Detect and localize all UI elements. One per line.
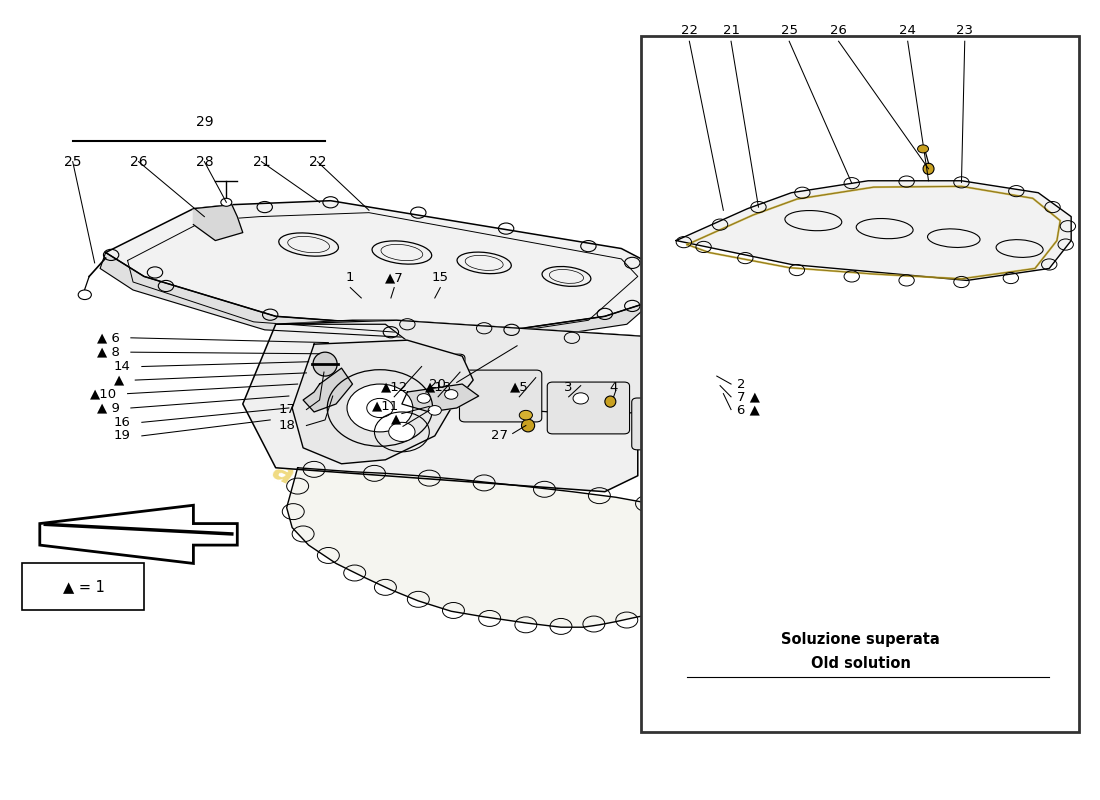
- Text: 3: 3: [564, 381, 573, 394]
- Polygon shape: [682, 340, 759, 436]
- Circle shape: [444, 390, 458, 399]
- Circle shape: [917, 145, 928, 153]
- Text: ▲12: ▲12: [381, 381, 408, 394]
- Text: 15: 15: [432, 271, 449, 285]
- Text: 17: 17: [278, 403, 296, 416]
- Text: 19: 19: [114, 430, 131, 442]
- Text: 21: 21: [253, 155, 271, 170]
- Text: 16: 16: [114, 416, 131, 429]
- Circle shape: [725, 374, 738, 383]
- Text: Old solution: Old solution: [811, 655, 911, 670]
- Text: 26: 26: [130, 155, 147, 170]
- Polygon shape: [287, 468, 754, 627]
- Circle shape: [428, 406, 441, 415]
- Text: ▲ = 1: ▲ = 1: [63, 579, 104, 594]
- Text: 4: 4: [609, 381, 618, 394]
- Polygon shape: [106, 201, 660, 332]
- Circle shape: [221, 198, 232, 206]
- Circle shape: [78, 290, 91, 299]
- Text: 20: 20: [429, 378, 446, 390]
- Text: 29: 29: [196, 115, 213, 129]
- Text: ▲: ▲: [114, 374, 124, 386]
- Text: ▲: ▲: [392, 413, 402, 426]
- Text: ▲10: ▲10: [89, 387, 117, 400]
- Ellipse shape: [923, 163, 934, 174]
- Ellipse shape: [314, 352, 337, 376]
- Ellipse shape: [521, 419, 535, 432]
- Circle shape: [417, 394, 430, 403]
- Text: 23: 23: [956, 24, 974, 38]
- Text: 14: 14: [114, 360, 131, 373]
- FancyBboxPatch shape: [383, 354, 465, 406]
- Text: Soluzione superata: Soluzione superata: [781, 632, 939, 646]
- Polygon shape: [100, 253, 654, 342]
- Ellipse shape: [605, 396, 616, 407]
- Polygon shape: [402, 384, 478, 412]
- FancyBboxPatch shape: [548, 382, 629, 434]
- Polygon shape: [194, 205, 243, 241]
- Text: 26: 26: [830, 24, 847, 38]
- Text: 1: 1: [346, 271, 354, 285]
- FancyBboxPatch shape: [460, 370, 542, 422]
- Circle shape: [388, 422, 415, 442]
- FancyBboxPatch shape: [631, 398, 714, 450]
- Polygon shape: [276, 320, 759, 416]
- Text: ▲ 6: ▲ 6: [97, 331, 120, 344]
- FancyBboxPatch shape: [22, 563, 144, 610]
- Text: a passion for style: a passion for style: [268, 455, 569, 616]
- Text: 6 ▲: 6 ▲: [737, 403, 759, 416]
- Text: 2: 2: [737, 378, 745, 390]
- Polygon shape: [676, 181, 1071, 281]
- Polygon shape: [243, 320, 759, 492]
- Text: 22: 22: [309, 155, 326, 170]
- Text: 21: 21: [723, 24, 739, 38]
- Text: 7 ▲: 7 ▲: [737, 390, 759, 403]
- Circle shape: [719, 351, 733, 361]
- Polygon shape: [304, 368, 352, 412]
- Text: ▲13: ▲13: [425, 381, 452, 394]
- Circle shape: [573, 393, 588, 404]
- Circle shape: [695, 421, 708, 430]
- Text: ▲ 9: ▲ 9: [97, 402, 120, 414]
- Circle shape: [714, 397, 727, 406]
- Text: ▲ 8: ▲ 8: [97, 346, 120, 358]
- Polygon shape: [293, 340, 473, 464]
- Text: 27: 27: [492, 430, 508, 442]
- Text: 22: 22: [681, 24, 697, 38]
- Text: 28: 28: [196, 155, 213, 170]
- Text: 25: 25: [781, 24, 798, 38]
- Polygon shape: [40, 506, 238, 563]
- Text: 25: 25: [64, 155, 81, 170]
- Text: ▲7: ▲7: [385, 271, 404, 285]
- Text: ▲11: ▲11: [372, 399, 399, 412]
- Circle shape: [346, 384, 412, 432]
- Text: 24: 24: [900, 24, 916, 38]
- Circle shape: [519, 410, 532, 420]
- Text: ▲5: ▲5: [510, 381, 529, 394]
- Text: 18: 18: [278, 419, 296, 432]
- FancyBboxPatch shape: [641, 36, 1079, 733]
